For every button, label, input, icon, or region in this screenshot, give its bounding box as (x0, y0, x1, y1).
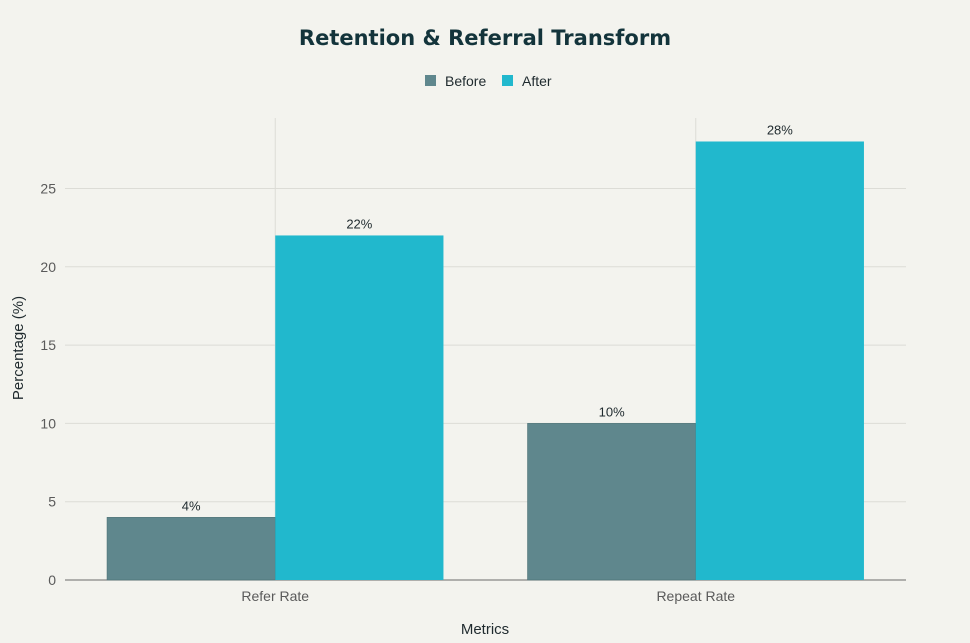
bar-before-refer-rate (106, 517, 276, 581)
y-tick-label: 5 (48, 494, 56, 510)
legend-swatch-after (502, 75, 513, 86)
y-tick-label: 15 (40, 337, 56, 353)
legend: Before After (425, 73, 552, 89)
legend-label-after: After (522, 73, 552, 89)
x-tick-label: Refer Rate (241, 588, 309, 604)
legend-label-before: Before (445, 73, 486, 89)
x-tick-label: Repeat Rate (656, 588, 735, 604)
data-label: 22% (346, 216, 372, 231)
data-label: 4% (182, 498, 201, 513)
y-tick-labels: 0 5 10 15 20 25 (40, 180, 56, 588)
chart-title: Retention & Referral Transform (299, 26, 671, 50)
bar-after-repeat-rate (695, 141, 864, 581)
data-label: 28% (767, 122, 793, 137)
data-label: 10% (599, 404, 625, 419)
y-tick-label: 10 (40, 415, 56, 431)
y-tick-label: 0 (48, 572, 56, 588)
y-tick-label: 20 (40, 259, 56, 275)
y-axis-label: Percentage (%) (10, 296, 27, 400)
bar-before-repeat-rate (527, 423, 697, 581)
x-axis-label: Metrics (461, 621, 509, 638)
bars (106, 141, 864, 581)
y-tick-label: 25 (40, 180, 56, 196)
bar-after-refer-rate (275, 235, 444, 580)
x-tick-labels: Refer Rate Repeat Rate (241, 588, 735, 604)
data-labels: 4% 22% 10% 28% (182, 122, 794, 513)
legend-swatch-before (425, 75, 436, 86)
